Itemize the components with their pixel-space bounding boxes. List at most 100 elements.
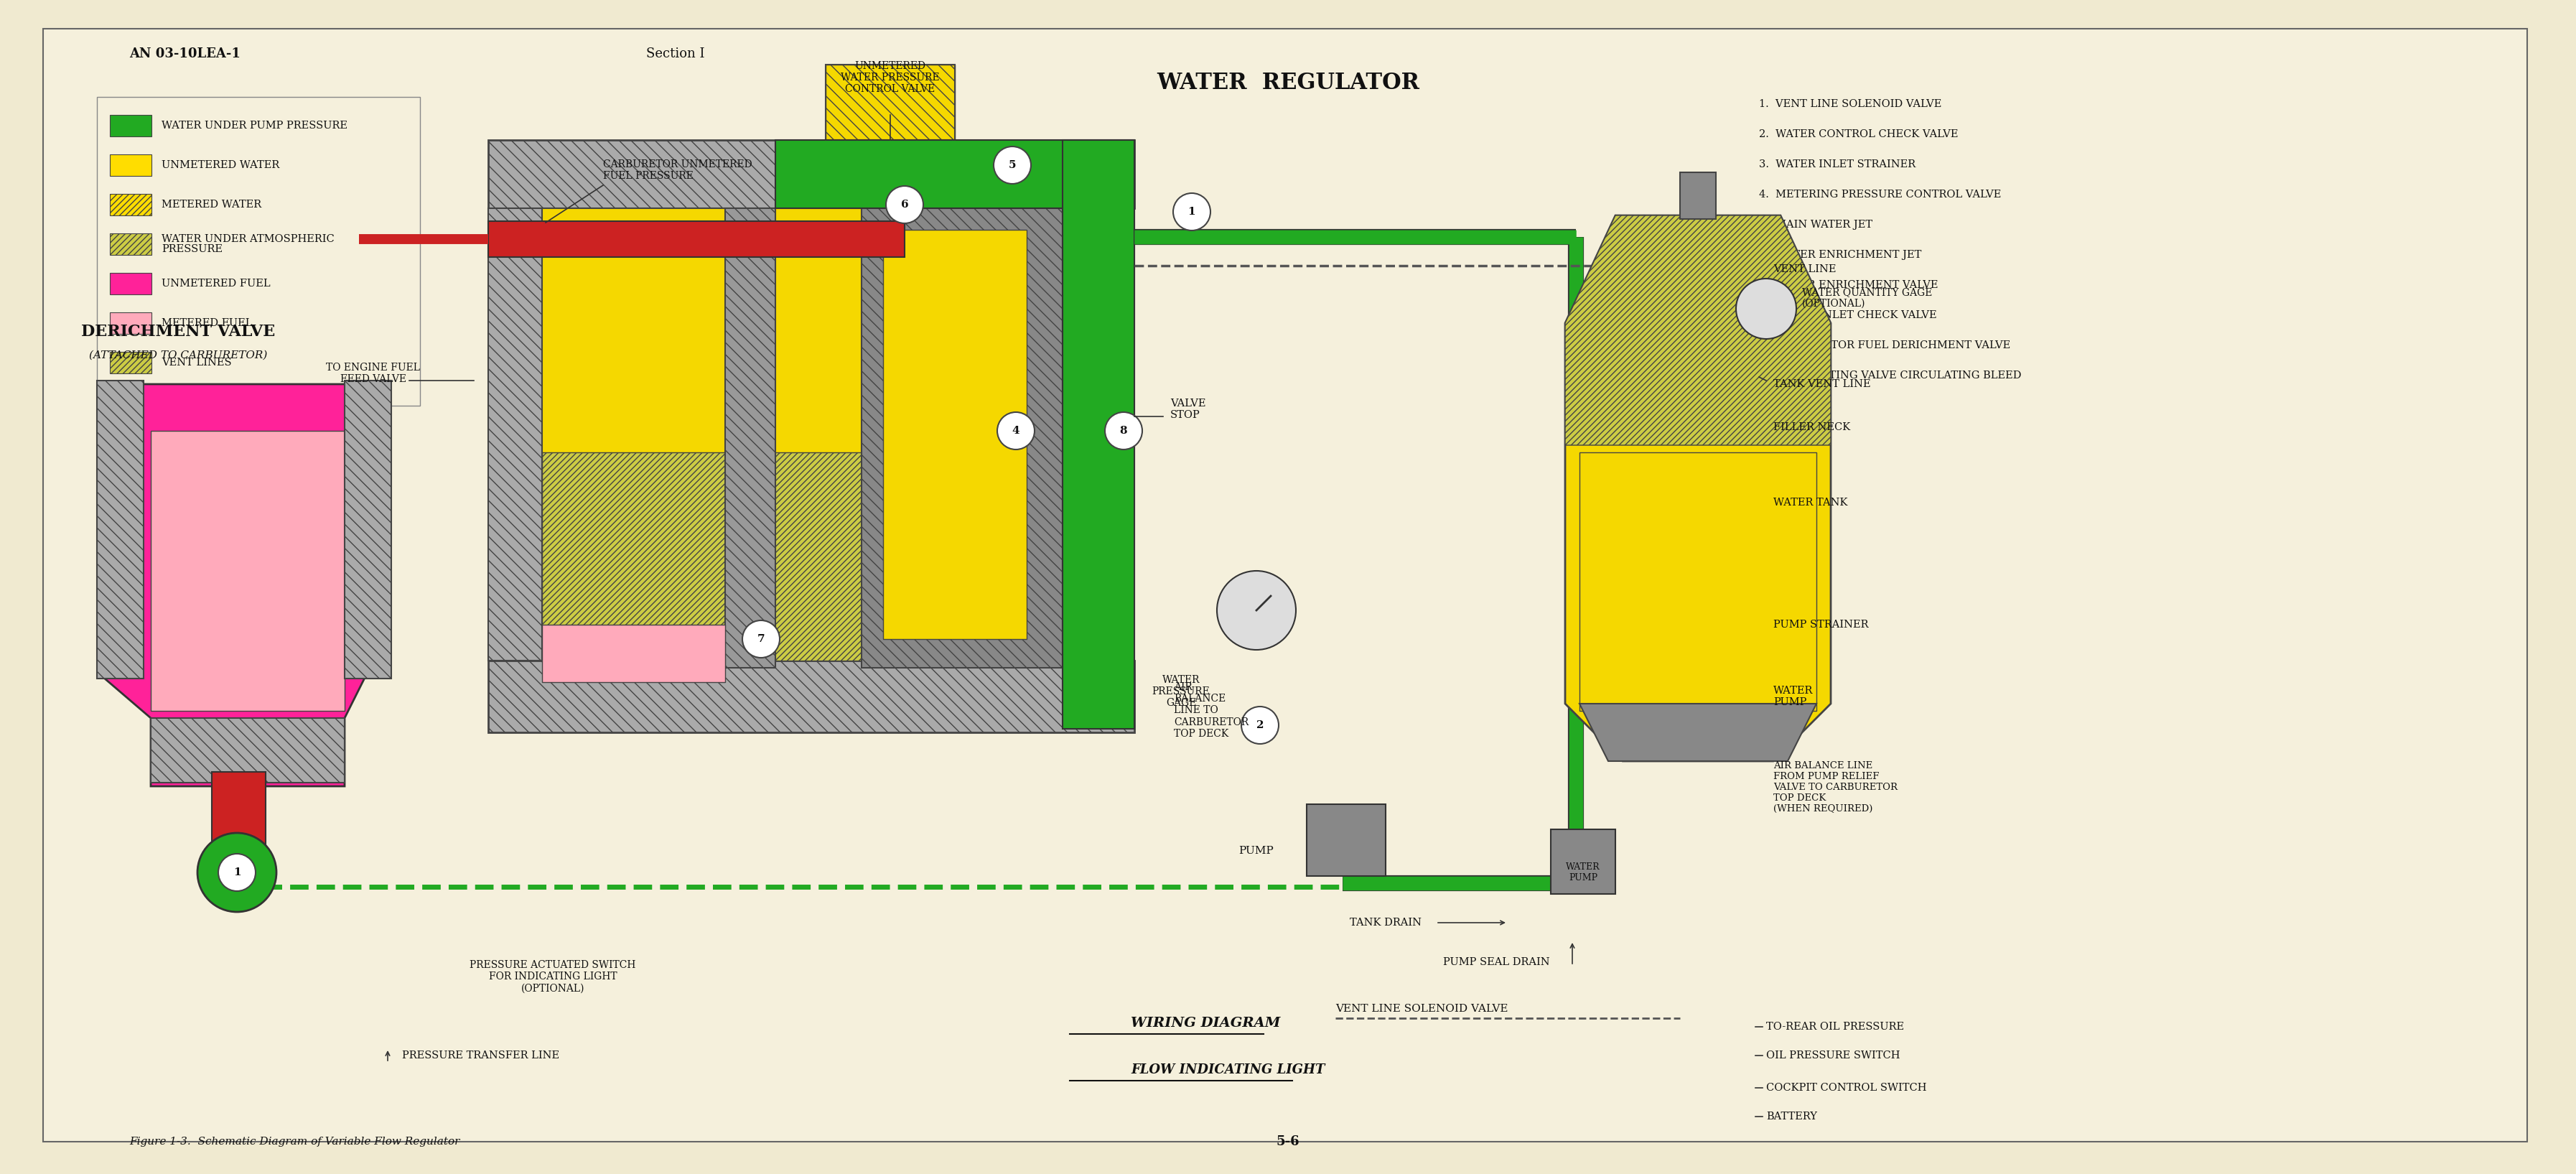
Text: 7.  WATER ENRICHMENT VALVE: 7. WATER ENRICHMENT VALVE: [1759, 281, 1937, 290]
Text: TANK VENT LINE: TANK VENT LINE: [1772, 379, 1870, 389]
Text: 1: 1: [232, 868, 240, 877]
Text: WIRING DIAGRAM: WIRING DIAGRAM: [1131, 1017, 1280, 1030]
Text: 1: 1: [1188, 207, 1195, 217]
Text: AN 03-10LEA-1: AN 03-10LEA-1: [129, 47, 240, 60]
Circle shape: [1216, 571, 1296, 650]
Text: 10.  REGULATING VALVE CIRCULATING BLEED: 10. REGULATING VALVE CIRCULATING BLEED: [1759, 371, 2022, 380]
Text: OIL PRESSURE SWITCH: OIL PRESSURE SWITCH: [1767, 1051, 1901, 1060]
Text: PRESSURE ACTUATED SWITCH
FOR INDICATING LIGHT
(OPTIONAL): PRESSURE ACTUATED SWITCH FOR INDICATING …: [469, 960, 636, 993]
Text: TO ENGINE FUEL
FEED VALVE: TO ENGINE FUEL FEED VALVE: [327, 363, 420, 384]
Text: WATER
PUMP: WATER PUMP: [1566, 863, 1600, 883]
Text: 6.  WATER ENRICHMENT JET: 6. WATER ENRICHMENT JET: [1759, 250, 1922, 259]
Bar: [489, 140, 1133, 208]
Text: METERED WATER: METERED WATER: [162, 200, 260, 210]
Polygon shape: [1579, 703, 1816, 761]
Text: 1: 1: [232, 866, 242, 879]
Text: WATER TANK: WATER TANK: [1772, 498, 1847, 507]
Bar: [1061, 140, 1133, 729]
Text: WATER UNDER ATMOSPHERIC: WATER UNDER ATMOSPHERIC: [162, 234, 335, 244]
Text: Figure 1-3.  Schematic Diagram of Variable Flow Regulator: Figure 1-3. Schematic Diagram of Variabl…: [129, 1136, 459, 1147]
Bar: [111, 154, 152, 176]
Bar: [1306, 804, 1386, 876]
Text: UNMETERED
WATER PRESSURE
CONTROL VALVE: UNMETERED WATER PRESSURE CONTROL VALVE: [840, 61, 940, 94]
Circle shape: [886, 185, 922, 223]
Text: FILLER NECK: FILLER NECK: [1772, 423, 1850, 432]
Text: 4.  METERING PRESSURE CONTROL VALVE: 4. METERING PRESSURE CONTROL VALVE: [1759, 189, 2002, 200]
Bar: [1551, 829, 1615, 893]
Circle shape: [219, 853, 255, 891]
Text: FLOW INDICATING LIGHT: FLOW INDICATING LIGHT: [1131, 1064, 1324, 1077]
Text: WATER
PUMP: WATER PUMP: [1772, 686, 1814, 708]
Text: 2.  WATER CONTROL CHECK VALVE: 2. WATER CONTROL CHECK VALVE: [1759, 129, 1958, 140]
Bar: [775, 140, 1133, 208]
Text: UNMETERED WATER: UNMETERED WATER: [162, 160, 278, 170]
Text: 1.  VENT LINE SOLENOID VALVE: 1. VENT LINE SOLENOID VALVE: [1759, 99, 1942, 109]
Text: 7: 7: [757, 634, 765, 645]
Text: DERICHMENT VALVE: DERICHMENT VALVE: [80, 324, 276, 339]
Text: TANK DRAIN: TANK DRAIN: [1350, 918, 1422, 927]
Circle shape: [997, 412, 1036, 450]
Text: AIR
BALANCE
LINE TO
CARBURETOR
TOP DECK: AIR BALANCE LINE TO CARBURETOR TOP DECK: [1175, 682, 1249, 738]
Bar: [541, 625, 724, 682]
Bar: [111, 272, 152, 295]
Circle shape: [198, 832, 276, 912]
Text: PUMP STRAINER: PUMP STRAINER: [1772, 620, 1868, 629]
Text: PUMP SEAL DRAIN: PUMP SEAL DRAIN: [1443, 957, 1551, 967]
Circle shape: [994, 147, 1030, 184]
Text: VALVE
STOP: VALVE STOP: [1170, 398, 1206, 420]
Text: 5.  MAIN WATER JET: 5. MAIN WATER JET: [1759, 220, 1873, 230]
Text: UNMETERED FUEL: UNMETERED FUEL: [162, 278, 270, 289]
Bar: [111, 115, 152, 136]
Text: 8.  WATER INLET CHECK VALVE: 8. WATER INLET CHECK VALVE: [1759, 310, 1937, 321]
Bar: [489, 661, 1133, 733]
Bar: [1579, 452, 1816, 711]
Bar: [111, 312, 152, 333]
Text: 5: 5: [1010, 160, 1015, 170]
Bar: [827, 65, 956, 140]
Circle shape: [1105, 412, 1141, 450]
Bar: [111, 352, 152, 373]
Text: METERED FUEL: METERED FUEL: [162, 318, 252, 329]
Bar: [98, 97, 420, 406]
Polygon shape: [1566, 215, 1832, 445]
Text: COCKPIT CONTROL SWITCH: COCKPIT CONTROL SWITCH: [1767, 1082, 1927, 1093]
Text: PRESSURE: PRESSURE: [162, 244, 222, 255]
Text: VENT LINE: VENT LINE: [1772, 264, 1837, 275]
Text: 9.  CARBURETOR FUEL DERICHMENT VALVE: 9. CARBURETOR FUEL DERICHMENT VALVE: [1759, 340, 2009, 350]
Text: 8: 8: [1121, 426, 1128, 436]
Text: 4: 4: [1012, 426, 1020, 436]
Text: CARBURETOR UNMETERED
FUEL PRESSURE: CARBURETOR UNMETERED FUEL PRESSURE: [603, 160, 752, 181]
Bar: [860, 208, 1061, 668]
Text: (ATTACHED TO CARBURETOR): (ATTACHED TO CARBURETOR): [90, 350, 268, 360]
Bar: [489, 221, 904, 257]
Bar: [211, 771, 265, 851]
Bar: [1061, 208, 1133, 661]
Text: VENT LINES: VENT LINES: [162, 358, 232, 367]
Text: Section I: Section I: [647, 47, 706, 60]
Bar: [152, 718, 345, 783]
Text: WATER QUANTITY GAGE
(OPTIONAL): WATER QUANTITY GAGE (OPTIONAL): [1803, 288, 1932, 309]
Polygon shape: [100, 384, 366, 787]
Text: PRESSURE TRANSFER LINE: PRESSURE TRANSFER LINE: [402, 1051, 559, 1060]
Bar: [489, 208, 541, 661]
Text: WATER
PRESSURE
GAGE: WATER PRESSURE GAGE: [1151, 675, 1211, 708]
Bar: [111, 234, 152, 255]
Text: BATTERY: BATTERY: [1767, 1112, 1816, 1121]
Circle shape: [1736, 278, 1795, 339]
Bar: [541, 452, 1059, 661]
Circle shape: [1242, 707, 1278, 744]
Polygon shape: [1566, 215, 1832, 761]
Bar: [152, 431, 345, 711]
Text: VENT LINE SOLENOID VALVE: VENT LINE SOLENOID VALVE: [1334, 1004, 1507, 1014]
Text: WATER  REGULATOR: WATER REGULATOR: [1157, 72, 1419, 94]
Bar: [884, 230, 1028, 639]
Circle shape: [742, 620, 781, 657]
Bar: [98, 380, 144, 679]
Bar: [724, 208, 775, 668]
Bar: [111, 194, 152, 215]
Circle shape: [1172, 194, 1211, 230]
Text: WATER UNDER PUMP PRESSURE: WATER UNDER PUMP PRESSURE: [162, 121, 348, 130]
Bar: [345, 380, 392, 679]
Text: AIR BALANCE LINE
FROM PUMP RELIEF
VALVE TO CARBURETOR
TOP DECK
(WHEN REQUIRED): AIR BALANCE LINE FROM PUMP RELIEF VALVE …: [1772, 761, 1899, 814]
Text: 5-6: 5-6: [1275, 1135, 1301, 1148]
